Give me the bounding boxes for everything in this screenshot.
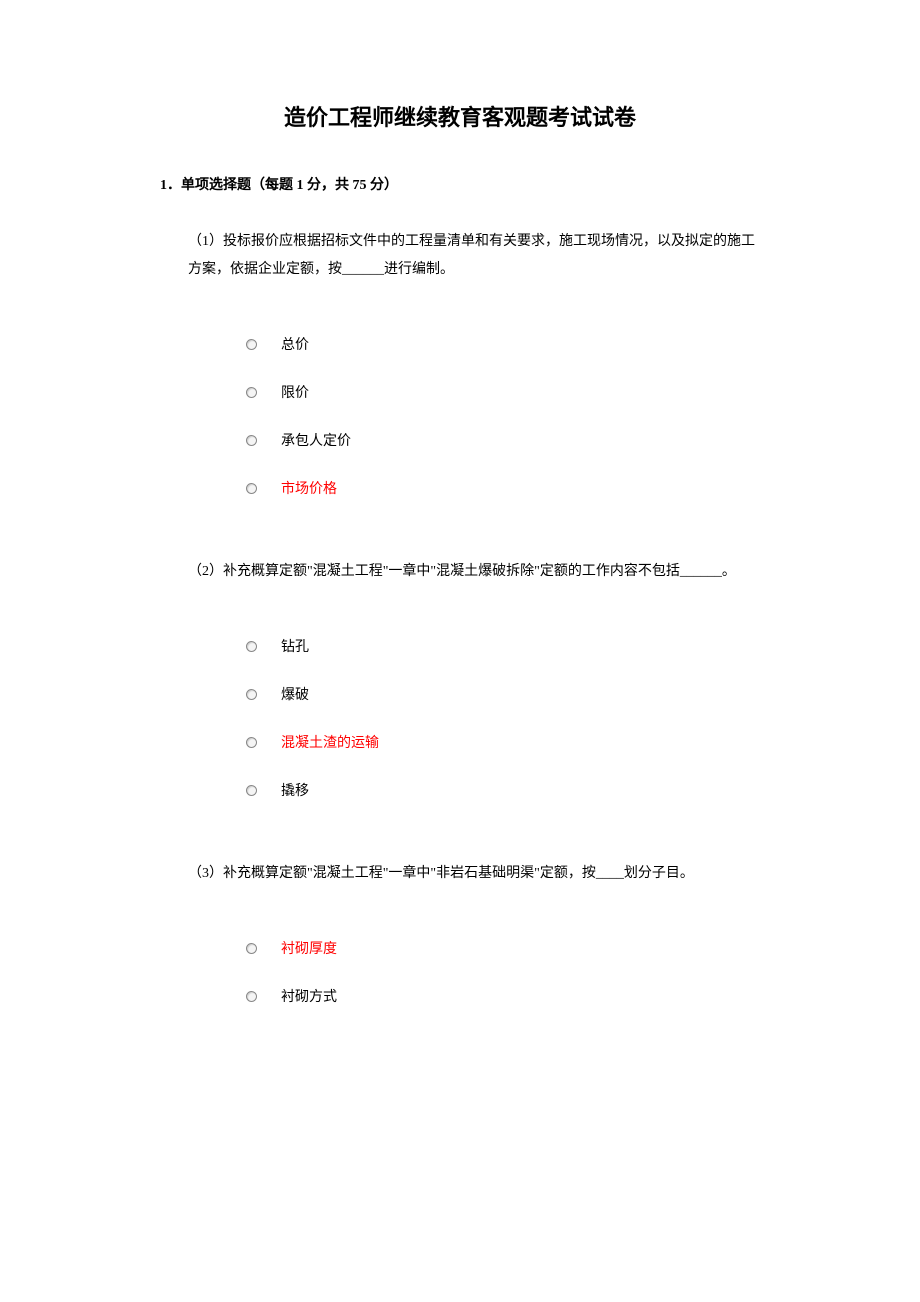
question-text: （1）投标报价应根据招标文件中的工程量清单和有关要求，施工现场情况，以及拟定的施… [188, 228, 760, 284]
option-item: 限价 [246, 382, 760, 402]
option-label: 钻孔 [281, 636, 309, 656]
document-page: 造价工程师继续教育客观题考试试卷 1．单项选择题（每题 1 分，共 75 分） … [0, 20, 920, 1106]
options-list: 衬砌厚度 衬砌方式 [188, 938, 760, 1006]
radio-icon[interactable] [246, 387, 257, 398]
radio-icon[interactable] [246, 689, 257, 700]
option-label: 市场价格 [281, 478, 337, 498]
option-label: 爆破 [281, 684, 309, 704]
radio-icon[interactable] [246, 339, 257, 350]
option-item: 衬砌厚度 [246, 938, 760, 958]
option-item: 承包人定价 [246, 430, 760, 450]
radio-icon[interactable] [246, 785, 257, 796]
radio-icon[interactable] [246, 991, 257, 1002]
section-header: 1．单项选择题（每题 1 分，共 75 分） [130, 174, 790, 194]
option-item: 总价 [246, 334, 760, 354]
question-3: （3）补充概算定额"混凝土工程"一章中"非岩石基础明渠"定额，按____划分子目… [130, 860, 790, 1006]
option-item: 爆破 [246, 684, 760, 704]
option-label: 承包人定价 [281, 430, 351, 450]
option-label: 衬砌方式 [281, 986, 337, 1006]
options-list: 钻孔 爆破 混凝土渣的运输 撬移 [188, 636, 760, 800]
option-item: 钻孔 [246, 636, 760, 656]
option-label: 衬砌厚度 [281, 938, 337, 958]
radio-icon[interactable] [246, 483, 257, 494]
option-label: 混凝土渣的运输 [281, 732, 379, 752]
radio-icon[interactable] [246, 737, 257, 748]
option-label: 限价 [281, 382, 309, 402]
option-item: 市场价格 [246, 478, 760, 498]
question-1: （1）投标报价应根据招标文件中的工程量清单和有关要求，施工现场情况，以及拟定的施… [130, 228, 790, 498]
option-item: 衬砌方式 [246, 986, 760, 1006]
question-2: （2）补充概算定额"混凝土工程"一章中"混凝土爆破拆除"定额的工作内容不包括__… [130, 558, 790, 800]
question-text: （2）补充概算定额"混凝土工程"一章中"混凝土爆破拆除"定额的工作内容不包括__… [188, 558, 760, 586]
radio-icon[interactable] [246, 943, 257, 954]
radio-icon[interactable] [246, 641, 257, 652]
option-item: 混凝土渣的运输 [246, 732, 760, 752]
exam-title: 造价工程师继续教育客观题考试试卷 [130, 100, 790, 132]
option-item: 撬移 [246, 780, 760, 800]
radio-icon[interactable] [246, 435, 257, 446]
question-text: （3）补充概算定额"混凝土工程"一章中"非岩石基础明渠"定额，按____划分子目… [188, 860, 760, 888]
option-label: 总价 [281, 334, 309, 354]
option-label: 撬移 [281, 780, 309, 800]
options-list: 总价 限价 承包人定价 市场价格 [188, 334, 760, 498]
